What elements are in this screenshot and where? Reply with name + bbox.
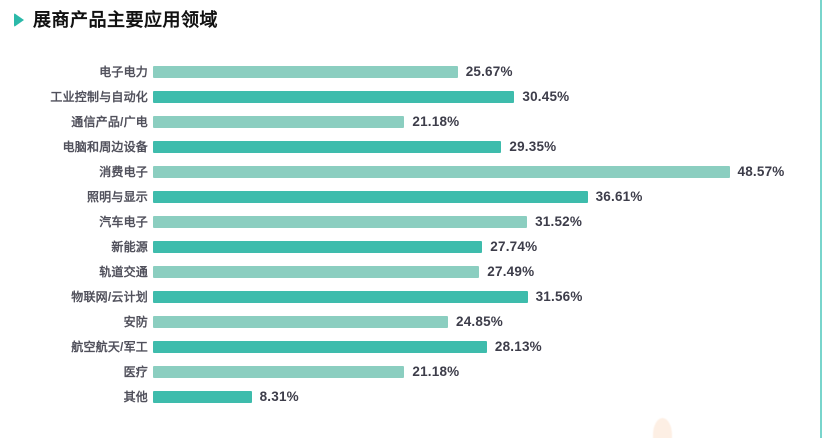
bar (153, 390, 252, 403)
bar (153, 115, 405, 128)
category-label: 轨道交通 (99, 265, 148, 279)
chart-row: 航空航天/军工 28.13% (0, 334, 810, 359)
category-label: 安防 (123, 315, 148, 329)
bar (153, 315, 448, 328)
chart-row: 新能源 27.74% (0, 234, 810, 259)
value-label: 28.13% (494, 339, 542, 354)
bar (153, 65, 458, 78)
bar (153, 90, 515, 103)
value-label: 30.45% (522, 89, 570, 104)
category-label: 电子电力 (99, 65, 148, 79)
chart-row: 通信产品/广电 21.18% (0, 109, 810, 134)
value-label: 36.61% (595, 189, 643, 204)
bar-chart: 电子电力 25.67% 工业控制与自动化 30.45% 通信产品/广电 21.1… (0, 59, 810, 409)
value-label: 31.56% (535, 289, 583, 304)
chart-row: 汽车电子 31.52% (0, 209, 810, 234)
bar (153, 215, 528, 228)
bar (153, 140, 502, 153)
bar (153, 165, 730, 178)
chart-row: 电子电力 25.67% (0, 59, 810, 84)
chart-row: 工业控制与自动化 30.45% (0, 84, 810, 109)
decor-shape (653, 418, 672, 438)
bar (153, 365, 405, 378)
bar (153, 290, 528, 303)
value-label: 21.18% (412, 114, 460, 129)
category-label: 物联网/云计划 (71, 290, 148, 304)
chart-row: 轨道交通 27.49% (0, 259, 810, 284)
category-label: 消费电子 (99, 165, 148, 179)
category-label: 航空航天/军工 (71, 340, 148, 354)
value-label: 27.49% (487, 264, 535, 279)
page-edge-divider (820, 0, 822, 438)
value-label: 27.74% (490, 239, 538, 254)
category-label: 通信产品/广电 (71, 115, 148, 129)
chart-title-block: 展商产品主要应用领域 (14, 10, 218, 30)
value-label: 31.52% (535, 214, 583, 229)
bar (153, 265, 480, 278)
chart-row: 物联网/云计划 31.56% (0, 284, 810, 309)
chart-row: 消费电子 48.57% (0, 159, 810, 184)
value-label: 48.57% (737, 164, 785, 179)
category-label: 医疗 (123, 365, 148, 379)
value-label: 21.18% (412, 364, 460, 379)
category-label: 新能源 (111, 240, 148, 254)
category-label: 电脑和周边设备 (62, 140, 148, 154)
bar (153, 340, 487, 353)
chart-row: 电脑和周边设备 29.35% (0, 134, 810, 159)
bar (153, 240, 483, 253)
category-label: 其他 (123, 390, 148, 404)
title-triangle-icon (14, 13, 24, 27)
page-title: 展商产品主要应用领域 (33, 10, 218, 30)
category-label: 照明与显示 (86, 190, 148, 204)
chart-row: 医疗 21.18% (0, 359, 810, 384)
bar (153, 190, 588, 203)
category-label: 汽车电子 (99, 215, 148, 229)
category-label: 工业控制与自动化 (50, 90, 148, 104)
value-label: 8.31% (259, 389, 299, 404)
chart-row: 照明与显示 36.61% (0, 184, 810, 209)
chart-row: 安防 24.85% (0, 309, 810, 334)
value-label: 25.67% (465, 64, 513, 79)
value-label: 29.35% (509, 139, 557, 154)
chart-row: 其他 8.31% (0, 384, 810, 409)
value-label: 24.85% (456, 314, 503, 329)
